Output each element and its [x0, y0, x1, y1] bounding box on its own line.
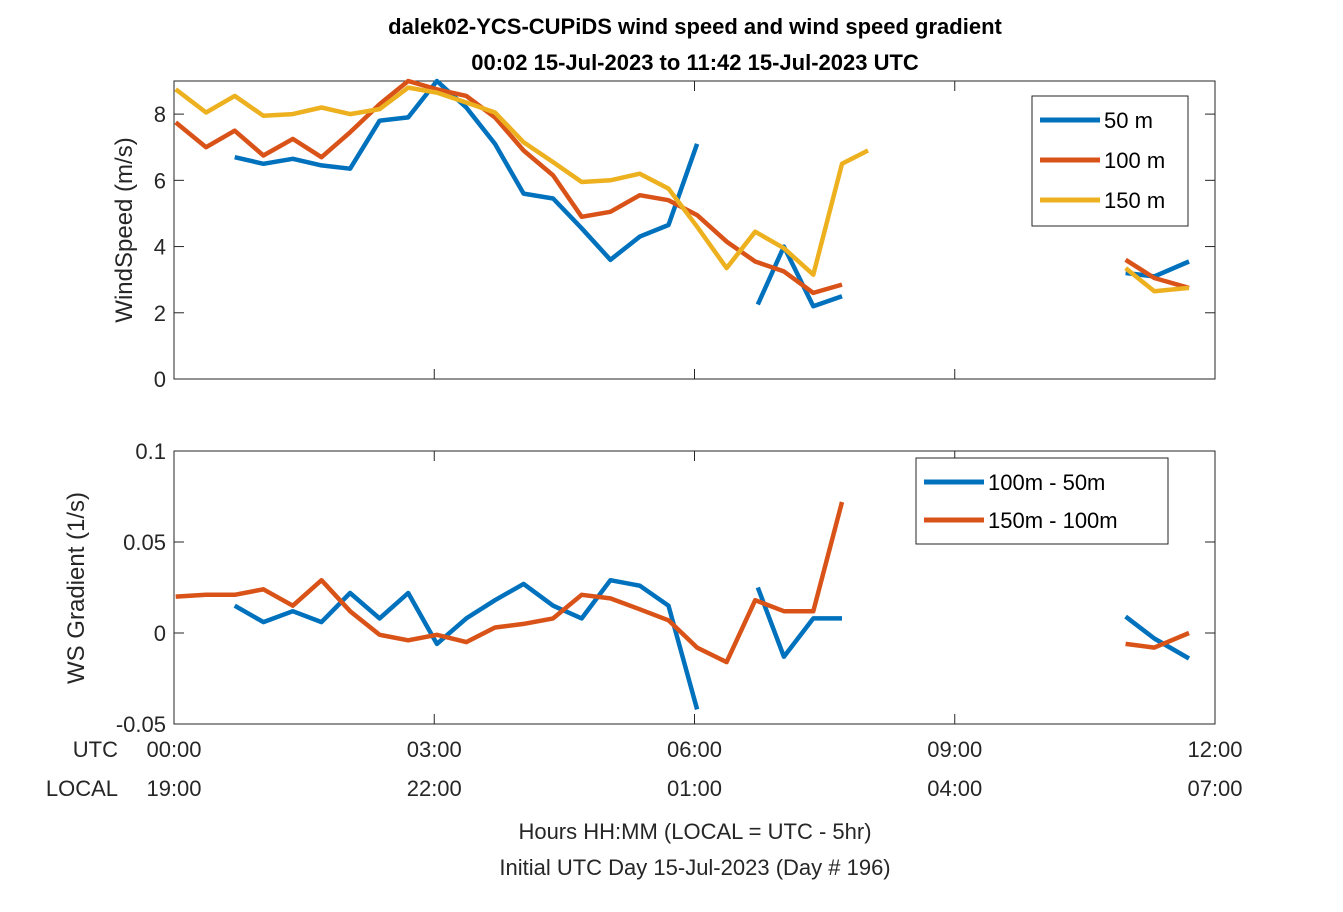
gradient-ytick-label: 0.05	[123, 530, 166, 555]
windspeed-ytick-label: 6	[154, 168, 166, 193]
x-axis-label-line2: Initial UTC Day 15-Jul-2023 (Day # 196)	[499, 855, 890, 880]
gradient-ytick-label: -0.05	[116, 712, 166, 737]
local-row-label: LOCAL	[46, 776, 118, 801]
local-tick-label: 22:00	[407, 776, 462, 801]
windspeed-series-line-2	[174, 78, 1190, 296]
gradient-legend-label: 100m - 50m	[988, 470, 1105, 495]
utc-tick-label: 06:00	[667, 737, 722, 762]
gradient-ytick-label: 0	[154, 621, 166, 646]
chart-title-line2: 00:02 15-Jul-2023 to 11:42 15-Jul-2023 U…	[471, 50, 919, 75]
gradient-ytick-label: 0.1	[135, 439, 166, 464]
utc-tick-label: 09:00	[927, 737, 982, 762]
local-tick-label: 04:00	[927, 776, 982, 801]
gradient-ylabel: WS Gradient (1/s)	[63, 492, 90, 684]
windspeed-ytick-label: 8	[154, 102, 166, 127]
local-tick-label: 07:00	[1187, 776, 1242, 801]
x-tick-labels: 00:00 19:00 03:00 22:00 06:00 01:00 09:00 04:00…	[146, 737, 1242, 801]
x-axis-label-line1: Hours HH:MM (LOCAL = UTC - 5hr)	[518, 819, 871, 844]
windspeed-panel: WindSpeed (m/s) 0 2 4 6 8 50 m 100 m 150 m	[111, 78, 1216, 392]
local-tick-label: 01:00	[667, 776, 722, 801]
gradient-series-line-1	[233, 577, 1191, 710]
windspeed-ylabel: WindSpeed (m/s)	[111, 137, 138, 322]
utc-tick-label: 00:00	[146, 737, 201, 762]
windspeed-ytick-label: 4	[154, 235, 166, 260]
utc-tick-label: 03:00	[407, 737, 462, 762]
windspeed-legend-label: 100 m	[1104, 148, 1165, 173]
gradient-panel: WS Gradient (1/s) -0.05 0 0.05 0.1 100m - 50…	[63, 439, 1216, 737]
utc-row-label: UTC	[73, 737, 118, 762]
local-tick-label: 19:00	[146, 776, 201, 801]
gradient-series-line-2	[175, 501, 1190, 665]
windspeed-legend-label: 50 m	[1104, 108, 1153, 133]
windspeed-legend-label: 150 m	[1104, 188, 1165, 213]
windspeed-series-line-3	[174, 85, 1190, 294]
chart-title-line1: dalek02-YCS-CUPiDS wind speed and wind s…	[388, 14, 1002, 39]
gradient-legend-label: 150m - 100m	[988, 508, 1118, 533]
windspeed-ytick-label: 0	[154, 367, 166, 392]
windspeed-ytick-label: 2	[154, 301, 166, 326]
gradient-legend	[915, 457, 1169, 545]
utc-tick-label: 12:00	[1187, 737, 1242, 762]
